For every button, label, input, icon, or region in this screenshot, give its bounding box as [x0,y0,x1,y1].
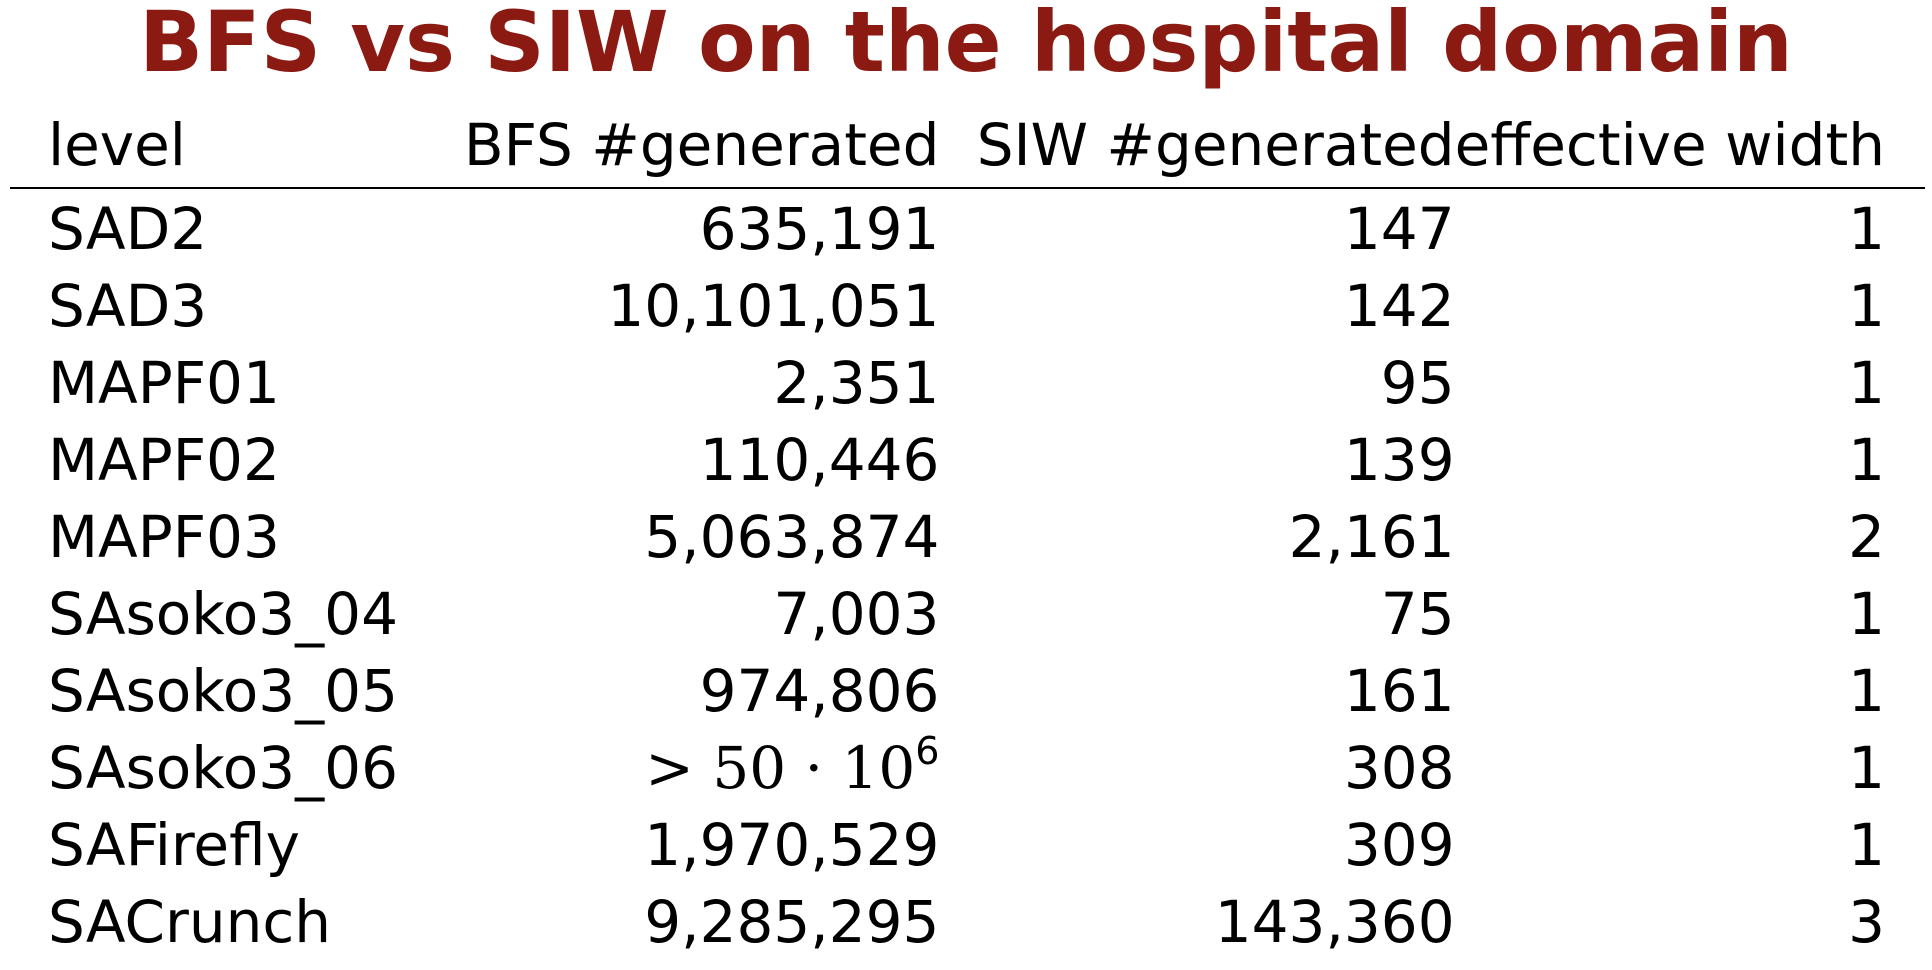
cell-siw-generated: 308 [1343,734,1455,802]
cell-level: MAPF01 [48,349,280,417]
header-effective-width: effective width [1454,103,1925,189]
cell-siw-generated: 309 [1343,811,1455,879]
cell-bfs-generated: 2,351 [773,349,940,417]
table-row: SAsoko3_05 974,806 161 1 [10,653,1925,730]
cell-effective-width: 1 [1848,657,1885,725]
cell-effective-width: 1 [1848,349,1885,417]
cell-effective-width: 1 [1848,811,1885,879]
cell-effective-width: 3 [1848,888,1885,956]
slide-title: BFS vs SIW on the hospital domain [139,0,1793,91]
cell-effective-width: 1 [1848,426,1885,494]
cell-level: SAsoko3_04 [48,580,398,648]
bfs-bound-prefix: > 50 · 10 [645,734,916,802]
cell-effective-width: 2 [1848,503,1885,571]
cell-level: SAFirefly [48,811,300,879]
table-row: MAPF02 110,446 139 1 [10,422,1925,499]
table-row: SAsoko3_04 7,003 75 1 [10,576,1925,653]
cell-bfs-generated: > 50 · 106 [460,730,939,807]
cell-bfs-generated: 7,003 [773,580,940,648]
header-level: level [10,103,460,189]
cell-level: MAPF03 [48,503,280,571]
results-table: level BFS #generated SIW #generated effe… [10,103,1925,961]
table-row: MAPF01 2,351 95 1 [10,345,1925,422]
cell-siw-generated: 95 [1380,349,1455,417]
header-bfs-generated: BFS #generated [459,103,940,189]
table-row: SAFirefly 1,970,529 309 1 [10,807,1925,884]
cell-siw-generated: 142 [1343,272,1455,340]
table-row: SACrunch 9,285,295 143,360 3 [10,884,1925,961]
cell-bfs-generated: 10,101,051 [607,272,940,340]
table-header-row: level BFS #generated SIW #generated effe… [10,103,1925,189]
table-row: MAPF03 5,063,874 2,161 2 [10,499,1925,576]
header-siw-generated: SIW #generated [939,103,1455,189]
cell-siw-generated: 75 [1380,580,1455,648]
cell-level: SACrunch [48,888,332,956]
cell-siw-generated: 2,161 [1288,503,1455,571]
cell-bfs-generated: 9,285,295 [644,888,940,956]
cell-siw-generated: 139 [1343,426,1455,494]
table-row: SAD3 10,101,051 142 1 [10,268,1925,345]
cell-level: SAsoko3_06 [48,734,398,802]
cell-level: SAD2 [48,195,208,263]
cell-effective-width: 1 [1848,580,1885,648]
cell-level: SAD3 [48,272,208,340]
cell-level: SAsoko3_05 [48,657,398,725]
cell-siw-generated: 143,360 [1214,888,1455,956]
cell-siw-generated: 161 [1343,657,1455,725]
cell-siw-generated: 147 [1343,195,1455,263]
cell-bfs-generated: 974,806 [699,657,940,725]
cell-level: MAPF02 [48,426,280,494]
cell-bfs-generated: 110,446 [699,426,940,494]
table-row: SAsoko3_06 > 50 · 106 308 1 [10,730,1925,807]
cell-bfs-generated: 1,970,529 [644,811,940,879]
bfs-bound-exponent: 6 [915,729,940,773]
cell-effective-width: 1 [1848,272,1885,340]
cell-effective-width: 1 [1848,195,1885,263]
cell-effective-width: 1 [1848,734,1885,802]
table-row: SAD2 635,191 147 1 [10,188,1925,268]
cell-bfs-generated: 5,063,874 [644,503,940,571]
cell-bfs-generated: 635,191 [699,195,940,263]
